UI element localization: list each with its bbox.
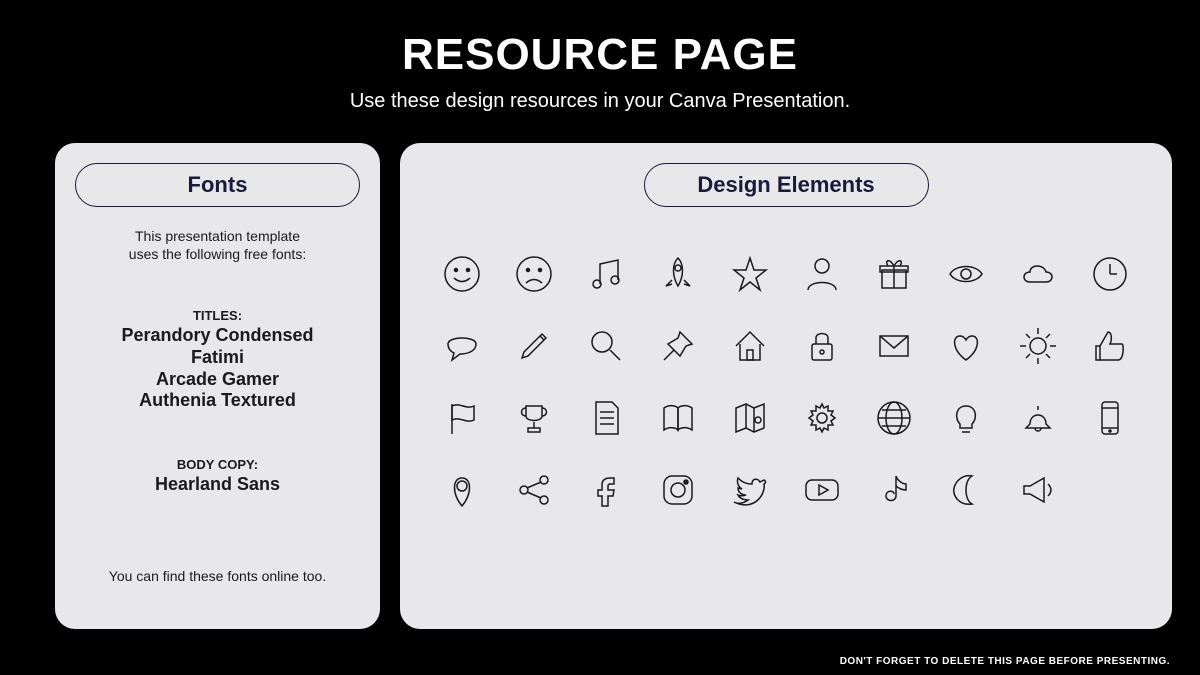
music-icon	[584, 252, 628, 296]
gift-icon	[872, 252, 916, 296]
heart-icon	[944, 324, 988, 368]
font-item: Arcade Gamer	[121, 369, 313, 391]
magnifier-icon	[584, 324, 628, 368]
lock-icon	[800, 324, 844, 368]
trophy-icon	[512, 396, 556, 440]
panels-container: Fonts This presentation template uses th…	[0, 113, 1200, 629]
sun-icon	[1016, 324, 1060, 368]
page-title: RESOURCE PAGE	[0, 30, 1200, 80]
map-icon	[728, 396, 772, 440]
clock-icon	[1088, 252, 1132, 296]
flag-icon	[440, 396, 484, 440]
youtube-icon	[800, 468, 844, 512]
title-fonts-list: Perandory Condensed Fatimi Arcade Gamer …	[121, 325, 313, 411]
pushpin-icon	[656, 324, 700, 368]
icon-grid	[420, 222, 1152, 532]
bell-icon	[1016, 396, 1060, 440]
font-item: Hearland Sans	[155, 474, 280, 496]
fonts-intro-line1: This presentation template	[135, 228, 300, 244]
share-icon	[512, 468, 556, 512]
fonts-intro-line2: uses the following free fonts:	[129, 246, 306, 262]
page-subtitle: Use these design resources in your Canva…	[0, 90, 1200, 113]
twitter-icon	[728, 468, 772, 512]
fonts-panel-header: Fonts	[75, 163, 360, 207]
cloud-icon	[1016, 252, 1060, 296]
pencil-icon	[512, 324, 556, 368]
fonts-panel: Fonts This presentation template uses th…	[55, 143, 380, 629]
location-icon	[440, 468, 484, 512]
globe-icon	[872, 396, 916, 440]
facebook-icon	[584, 468, 628, 512]
instagram-icon	[656, 468, 700, 512]
phone-icon	[1088, 396, 1132, 440]
elements-panel-header: Design Elements	[644, 163, 929, 207]
thumbsup-icon	[1088, 324, 1132, 368]
body-fonts-list: Hearland Sans	[155, 474, 280, 496]
gear-icon	[800, 396, 844, 440]
document-icon	[584, 396, 628, 440]
font-item: Authenia Textured	[121, 390, 313, 412]
tiktok-icon	[872, 468, 916, 512]
body-label: BODY COPY:	[177, 457, 258, 472]
fonts-footer: You can find these fonts online too.	[109, 568, 326, 584]
titles-label: TITLES:	[193, 308, 242, 323]
footer-note: DON'T FORGET TO DELETE THIS PAGE BEFORE …	[840, 656, 1170, 667]
elements-panel: Design Elements	[400, 143, 1172, 629]
house-icon	[728, 324, 772, 368]
page-header: RESOURCE PAGE Use these design resources…	[0, 0, 1200, 113]
star-icon	[728, 252, 772, 296]
fonts-intro: This presentation template uses the foll…	[129, 227, 306, 263]
speech-icon	[440, 324, 484, 368]
rocket-icon	[656, 252, 700, 296]
eye-icon	[944, 252, 988, 296]
book-icon	[656, 396, 700, 440]
font-item: Perandory Condensed	[121, 325, 313, 347]
smile-icon	[440, 252, 484, 296]
blank-icon	[1088, 468, 1132, 512]
bulb-icon	[944, 396, 988, 440]
megaphone-icon	[1016, 468, 1060, 512]
user-icon	[800, 252, 844, 296]
frown-icon	[512, 252, 556, 296]
moon-icon	[944, 468, 988, 512]
envelope-icon	[872, 324, 916, 368]
font-item: Fatimi	[121, 347, 313, 369]
